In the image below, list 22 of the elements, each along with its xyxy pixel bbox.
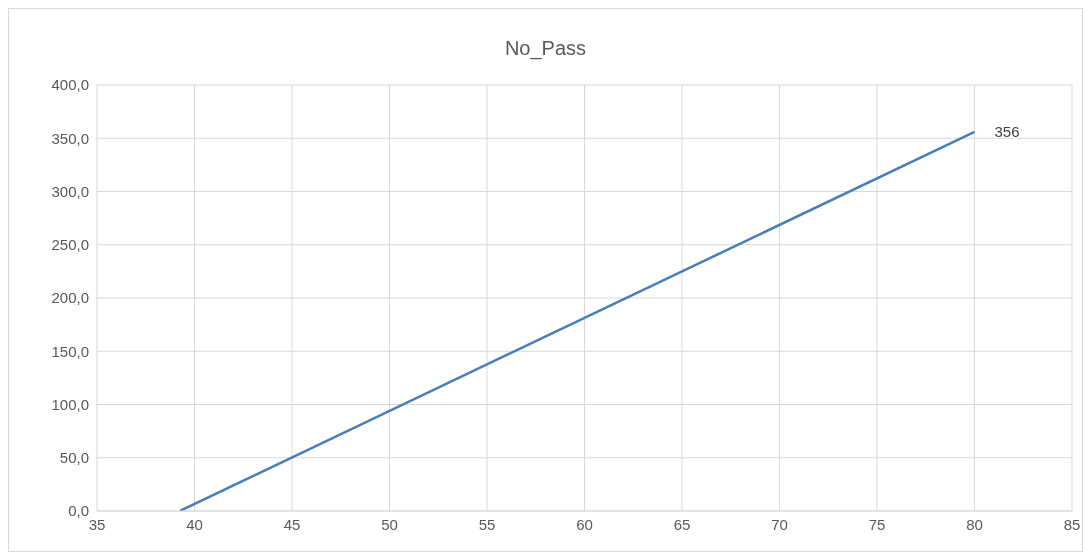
annotation: 356 xyxy=(994,123,1020,141)
x-tick-label: 70 xyxy=(771,515,788,533)
y-tick-label: 300,0 xyxy=(51,182,89,200)
x-tick-label: 80 xyxy=(966,515,983,533)
y-tick-label: 100,0 xyxy=(51,395,89,413)
x-tick-label: 55 xyxy=(478,515,496,533)
x-tick-label: 65 xyxy=(673,515,691,533)
x-tick-label: 40 xyxy=(186,515,203,533)
x-tick-label: 50 xyxy=(381,515,398,533)
x-tick-label: 60 xyxy=(576,515,593,533)
x-tick-label: 85 xyxy=(1063,515,1081,533)
y-tick-label: 150,0 xyxy=(51,342,89,360)
x-tick-label: 45 xyxy=(283,515,301,533)
y-tick-label: 350,0 xyxy=(51,129,89,147)
y-tick-label: 200,0 xyxy=(51,289,89,307)
y-tick-label: 50,0 xyxy=(59,449,89,467)
y-tick-label: 400,0 xyxy=(51,76,89,94)
y-tick-label: 250,0 xyxy=(51,236,89,254)
x-tick-label: 35 xyxy=(88,515,106,533)
y-tick-label: 0,0 xyxy=(68,502,89,520)
x-tick-label: 75 xyxy=(868,515,886,533)
chart-title: No_Pass xyxy=(503,36,588,62)
